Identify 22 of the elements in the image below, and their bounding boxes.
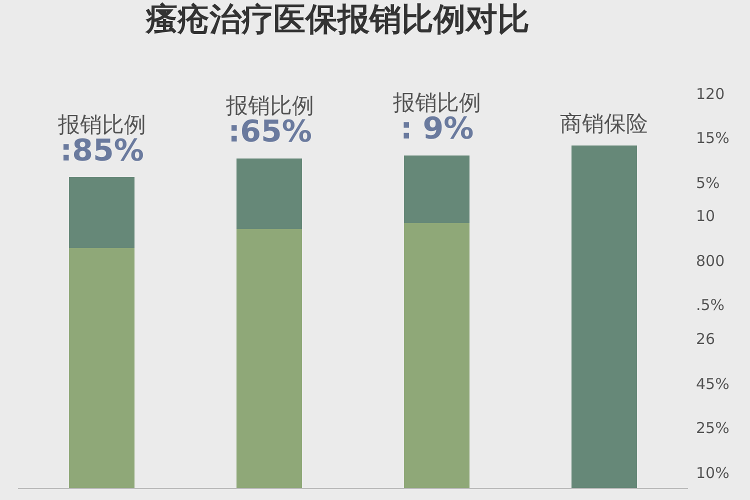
bar [572, 145, 637, 488]
text: .5% [696, 296, 725, 314]
text: 商销保险 [560, 112, 648, 137]
text: 25% [696, 419, 730, 437]
annotation: 报销比例 : 9% [392, 91, 481, 147]
text: 10 [696, 207, 716, 225]
text: 10% [696, 464, 730, 482]
bar [236, 228, 302, 488]
bar [69, 177, 134, 248]
bar [404, 223, 470, 488]
bar [404, 155, 470, 224]
text: 800 [696, 252, 725, 270]
text: 15% [696, 129, 730, 147]
chart-title: 瘙疮治疗医保报销比例对比 [144, 0, 530, 38]
text: 120 [696, 85, 725, 103]
text: 45% [696, 375, 730, 393]
bar [69, 248, 134, 488]
annotation: 报销比例 :85% [57, 113, 146, 169]
bar [236, 158, 302, 229]
annotation: 报销比例 :65% [225, 94, 314, 150]
text: 5% [696, 174, 720, 192]
text: 26 [696, 330, 716, 348]
